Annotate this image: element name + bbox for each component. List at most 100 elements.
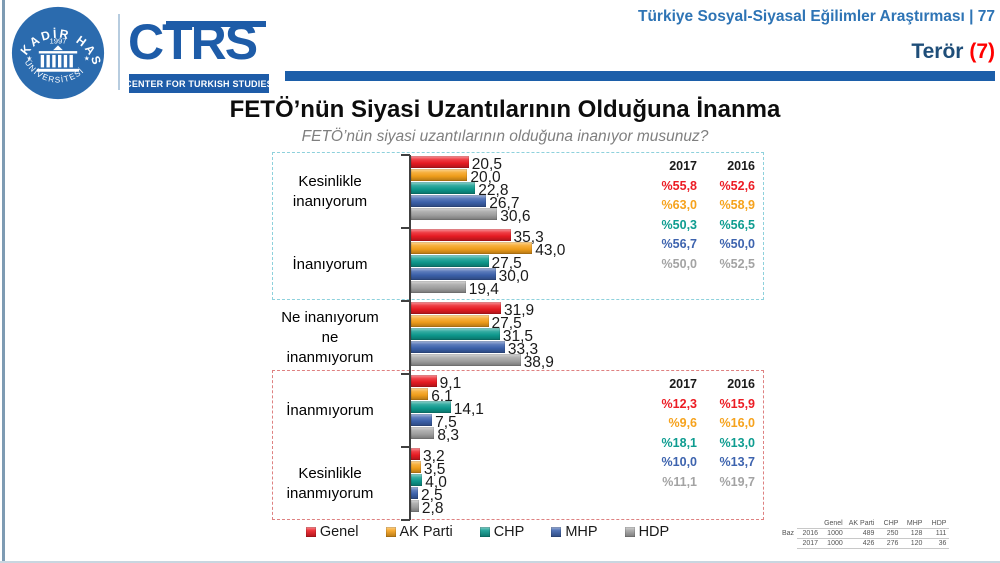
- comparison-value: %56,7: [661, 237, 697, 252]
- bar-hdp: [411, 353, 521, 366]
- bar-value: 38,9: [523, 353, 554, 371]
- category-label-line: inanmıyorum: [286, 348, 374, 366]
- bar-value: 2,5: [421, 486, 443, 504]
- comparison-header-row: 2017 2016: [273, 157, 763, 177]
- bar-mhp: [411, 486, 419, 499]
- slide-bottom-edge: [0, 561, 1000, 563]
- comparison-box-believers: 2017 2016 %55,8 %52,6 %63,0 %58,9 %50,3 %56,5 %5…: [272, 152, 764, 300]
- bar-value: 22,8: [478, 182, 509, 199]
- bar-hdp: [411, 207, 498, 220]
- bar-row-genel: 20,5: [411, 156, 502, 173]
- bar-row-hdp: 8,3: [411, 426, 459, 444]
- legend-label: AK Parti: [399, 524, 453, 540]
- baz-row-label: Baz: [782, 530, 795, 537]
- bar-mhp: [411, 267, 496, 280]
- category-label: Kesinlikle inanıyorum: [258, 155, 402, 228]
- comparison-value: %19,7: [719, 474, 755, 489]
- legend-swatch-hdp-icon: [624, 527, 635, 537]
- bar-chp: [411, 400, 451, 413]
- baz-header-row: Genel AK Parti CHP MHP HDP: [779, 519, 950, 529]
- bar-value: 27,5: [491, 315, 522, 333]
- page-title: FETÖ’nün Siyasi Uzantılarının Olduğuna İ…: [229, 96, 781, 123]
- bar-hdp: [411, 499, 419, 512]
- comparison-value: %16,0: [719, 416, 755, 431]
- baz-data-row: Baz 2016 1000 489 250 128 111: [779, 528, 950, 539]
- category-label-line: İnanmıyorum: [286, 401, 374, 419]
- bar-chp: [411, 327, 500, 340]
- chart-group-3: Ne inanıyorum ne inanmıyorum 31,9 27,5 31,5 33…: [0, 301, 1000, 374]
- survey-question-subtitle: FETÖ’nün siyasi uzantılarının olduğuna i…: [301, 128, 709, 145]
- legend-item-hdp: HDP: [624, 524, 670, 540]
- baz-col-header: Genel: [821, 519, 846, 529]
- sample-base-table: Genel AK Parti CHP MHP HDP Baz 2016 1000 489 250 1…: [779, 519, 950, 549]
- category-label: İnanıyorum: [258, 228, 402, 301]
- comparison-value: %50,0: [719, 237, 755, 252]
- bar-row-chp: 14,1: [411, 400, 484, 418]
- bar-value: 9,1: [439, 375, 462, 393]
- bar-value: 8,3: [437, 426, 459, 444]
- baz-value-cell: 128: [901, 528, 926, 539]
- baz-value-cell: 426: [845, 538, 878, 549]
- ctrs-logo-topbar: [166, 21, 266, 27]
- bar-row-mhp: 33,3: [411, 340, 538, 358]
- chart-group-5: Kesinlikle inanmıyorum 3,2 3,5 4,0 2,5 2,8: [0, 447, 1000, 520]
- bar-row-ak-parti: 20,0: [411, 169, 501, 186]
- bar-genel: [411, 156, 469, 169]
- comparison-row-hdp: %11,1 %19,7: [273, 473, 763, 493]
- baz-empty-cell: [797, 519, 822, 529]
- legend-item-ak-parti: AK Parti: [385, 524, 453, 540]
- logo-divider: [118, 14, 120, 90]
- baz-col-header: AK Parti: [845, 519, 878, 529]
- baz-col-header: HDP: [925, 519, 950, 529]
- bar-value: 7,5: [435, 413, 457, 431]
- bar-value: 31,5: [502, 328, 533, 345]
- category-label-line: Kesinlikle: [298, 172, 362, 190]
- bar-value: 30,0: [498, 267, 529, 285]
- comparison-value: %50,0: [661, 256, 697, 271]
- bar-ak-parti: [411, 242, 533, 255]
- legend-label: HDP: [638, 524, 670, 540]
- bar-row-genel: 31,9: [411, 302, 534, 319]
- bar-hdp: [411, 280, 466, 293]
- chart-legend: Genel AK Parti CHP MHP HDP: [0, 524, 975, 540]
- comparison-row-ak-parti: %9,6 %16,0: [273, 414, 763, 434]
- section-label: Terör: [911, 40, 970, 63]
- comparison-value: %56,5: [719, 217, 755, 232]
- comparison-value: %9,6: [668, 416, 698, 431]
- bar-row-ak-parti: 3,5: [411, 461, 445, 478]
- comparison-value: %15,9: [719, 396, 755, 411]
- bar-chp: [411, 254, 489, 267]
- bar-genel: [411, 375, 437, 388]
- bar-row-chp: 4,0: [411, 473, 447, 491]
- category-label: Ne inanıyorum ne inanmıyorum: [258, 301, 402, 374]
- comparison-value: %52,5: [719, 256, 755, 271]
- baz-col-header: MHP: [901, 519, 926, 529]
- axis-tick: [401, 519, 410, 521]
- comparison-value: %10,0: [661, 455, 697, 470]
- bar-row-ak-parti: 43,0: [411, 242, 565, 259]
- comparison-row-chp: %50,3 %56,5: [273, 216, 763, 236]
- bar-value: 20,5: [471, 156, 502, 174]
- category-label-line: Ne inanıyorum: [281, 308, 379, 326]
- baz-value-cell: 1000: [821, 528, 846, 539]
- legend-swatch-genel-icon: [305, 527, 316, 537]
- bar-row-genel: 9,1: [411, 375, 461, 392]
- comparison-row-ak-parti: %63,0 %58,9: [273, 196, 763, 216]
- bar-value: 19,4: [468, 280, 499, 298]
- university-building-icon: [36, 45, 80, 72]
- bar-value: 14,1: [453, 401, 484, 418]
- slide-left-edge: [2, 0, 5, 563]
- chart-group-1: Kesinlikle inanıyorum 20,5 20,0 22,8 26,7 30,6: [0, 155, 1000, 228]
- bar-value: 27,5: [491, 255, 522, 272]
- bar-row-genel: 35,3: [411, 229, 544, 246]
- comparison-row-hdp: %50,0 %52,5: [273, 255, 763, 275]
- chart-group-4: İnanmıyorum 9,1 6,1 14,1 7,5 8,3: [0, 374, 1000, 447]
- bar-mhp: [411, 340, 505, 353]
- legend-swatch-mhp-icon: [551, 527, 562, 537]
- university-seal-logo: KADİR HAS ÜNİVERSİTESİ 1997 ★ ★: [11, 6, 105, 100]
- bar-row-hdp: 30,6: [411, 207, 530, 225]
- category-label-line: Kesinlikle: [298, 464, 362, 482]
- baz-value-cell: 489: [845, 528, 878, 539]
